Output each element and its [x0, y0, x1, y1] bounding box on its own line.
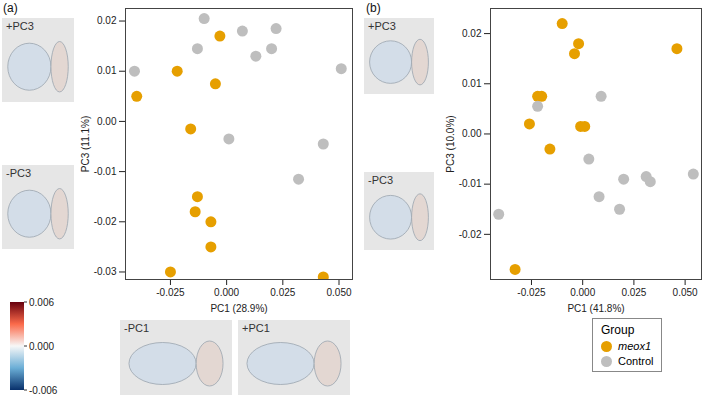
- html-text:+PC3: +PC3: [368, 20, 396, 32]
- html-text:-PC3: -PC3: [368, 174, 394, 186]
- svg-text:-0.025: -0.025: [156, 287, 185, 298]
- html-text:-PC1: -PC1: [124, 322, 150, 334]
- html-text:Control: Control: [618, 355, 654, 367]
- svg-text:PC1 (28.9%): PC1 (28.9%): [210, 303, 267, 314]
- svg-text:-0.01: -0.01: [459, 178, 482, 189]
- html-text:+PC1: +PC1: [242, 322, 270, 334]
- svg-text:0.000: 0.000: [214, 287, 239, 298]
- html-text:+PC3: +PC3: [6, 20, 34, 32]
- svg-text:0.025: 0.025: [621, 287, 646, 298]
- html-text:(b): (b): [366, 1, 381, 15]
- svg-text:-0.025: -0.025: [517, 287, 546, 298]
- html-text:-PC3: -PC3: [6, 167, 32, 179]
- svg-text:-0.02: -0.02: [94, 216, 117, 227]
- svg-text:0.01: 0.01: [97, 65, 117, 76]
- svg-text:0.02: 0.02: [97, 15, 117, 26]
- svg-text:0.02: 0.02: [462, 28, 482, 39]
- svg-text:0.00: 0.00: [462, 128, 482, 139]
- svg-text:0.050: 0.050: [673, 287, 698, 298]
- svg-text:-0.006: -0.006: [29, 385, 58, 396]
- svg-text:0.025: 0.025: [270, 287, 295, 298]
- html-text:(a): (a): [3, 1, 18, 15]
- svg-text:0.000: 0.000: [29, 341, 54, 352]
- svg-text:0.000: 0.000: [570, 287, 595, 298]
- svg-text:0.01: 0.01: [462, 78, 482, 89]
- svg-text:PC3 (11.1%): PC3 (11.1%): [80, 116, 91, 173]
- svg-text:PC1 (41.8%): PC1 (41.8%): [567, 303, 624, 314]
- svg-text:-0.02: -0.02: [459, 229, 482, 240]
- html-text:meox1: meox1: [618, 340, 651, 352]
- svg-text:-0.01: -0.01: [94, 166, 117, 177]
- svg-text:-0.03: -0.03: [94, 266, 117, 277]
- svg-text:0.050: 0.050: [326, 287, 351, 298]
- svg-text:PC3 (10.0%): PC3 (10.0%): [445, 115, 456, 172]
- html-text:Group: Group: [601, 323, 635, 337]
- svg-text:0.00: 0.00: [97, 116, 117, 127]
- svg-text:0.006: 0.006: [29, 297, 54, 308]
